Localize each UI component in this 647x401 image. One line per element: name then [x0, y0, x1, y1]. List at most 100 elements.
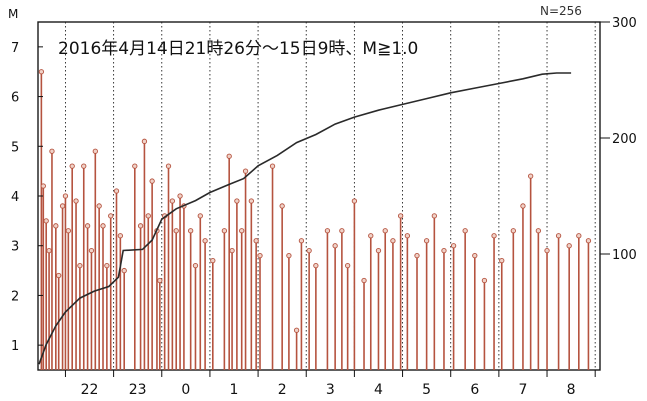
- magnitude-stem-head: [145, 213, 151, 219]
- magnitude-stem-head: [293, 327, 300, 333]
- magnitude-stem-head: [192, 262, 199, 269]
- magnitude-stem-head: [382, 228, 388, 234]
- magnitude-stem-head: [141, 138, 148, 144]
- x-tick-label: 3: [326, 382, 335, 397]
- magnitude-stem-head: [104, 262, 110, 269]
- magnitude-stem-head: [62, 193, 69, 199]
- magnitude-stem-head: [49, 148, 55, 154]
- magnitude-stem-head: [100, 223, 106, 229]
- magnitude-stem-head: [229, 248, 235, 254]
- magnitude-stem-head: [450, 243, 457, 249]
- magnitude-stem-head: [197, 213, 203, 219]
- magnitude-stem-head: [566, 243, 572, 249]
- x-tick-label: 2: [278, 382, 287, 397]
- magnitude-stem-head: [491, 233, 497, 239]
- plot-frame: [37, 21, 601, 371]
- magnitude-stem-head: [108, 213, 114, 219]
- y-tick-label: 5: [11, 140, 19, 155]
- magnitude-stem-head: [226, 153, 232, 159]
- magnitude-stem-head: [169, 198, 176, 204]
- magnitude-stem-head: [121, 267, 127, 274]
- x-tick-label: 22: [81, 382, 99, 397]
- magnitude-stem-head: [88, 248, 95, 254]
- magnitude-stem-head: [499, 257, 505, 264]
- magnitude-stem-head: [298, 238, 305, 244]
- magnitude-stem-head: [339, 228, 345, 234]
- magnitude-stem-head: [157, 277, 163, 284]
- x-tick-label: 0: [181, 382, 190, 397]
- magnitude-stem-head: [242, 168, 249, 174]
- magnitude-stem-head: [375, 248, 382, 254]
- magnitude-stem-head: [313, 262, 319, 269]
- magnitude-stem-head: [96, 203, 102, 209]
- magnitude-stem-head: [269, 163, 276, 169]
- magnitude-stem-head: [544, 248, 550, 254]
- y-axis-label: M: [8, 7, 18, 21]
- magnitude-stem-head: [177, 193, 183, 199]
- y-tick-label: 7: [11, 41, 19, 56]
- magnitude-stem-head: [368, 233, 374, 239]
- magnitude-stem-head: [65, 228, 71, 234]
- magnitude-stem-head: [576, 233, 582, 239]
- magnitude-stem-head: [324, 228, 331, 234]
- magnitude-stem-head: [84, 223, 91, 229]
- magnitude-stem-head: [286, 253, 292, 259]
- magnitude-stem-head: [390, 238, 396, 244]
- x-tick-label: 23: [129, 382, 147, 397]
- magnitude-stem-head: [38, 69, 45, 75]
- cumulative-count-line: [38, 72, 572, 365]
- magnitude-stem-head: [441, 248, 447, 254]
- magnitude-stem-head: [53, 223, 59, 229]
- x-tick-label: 8: [567, 382, 576, 397]
- magnitude-stem-head: [69, 163, 75, 169]
- magnitude-stem-head: [528, 173, 534, 179]
- magnitude-stem-head: [481, 277, 488, 284]
- y-tick-label: 3: [11, 240, 19, 255]
- x-tick-label: 6: [470, 382, 479, 397]
- magnitude-stem-head: [210, 257, 216, 264]
- magnitude-stem-head: [248, 198, 254, 204]
- y2-tick-label: 200: [612, 132, 637, 147]
- magnitude-stem-head: [77, 262, 83, 269]
- x-tick-label: 5: [422, 382, 431, 397]
- y-tick-label: 6: [11, 91, 19, 106]
- magnitude-stem-head: [462, 228, 468, 234]
- magnitude-stem-head: [520, 203, 526, 209]
- magnitude-stem-head: [137, 223, 144, 229]
- chart-title: 2016年4月14日21時26分〜15日9時、M≧1.0: [58, 39, 418, 59]
- magnitude-stem-head: [361, 277, 367, 284]
- magnitude-stem-head: [253, 238, 259, 244]
- magnitude-stem-head: [332, 243, 338, 249]
- magnitude-stem-head: [306, 248, 312, 254]
- magnitude-stem-head: [239, 228, 245, 234]
- magnitude-stem-head: [414, 253, 420, 259]
- magnitude-stem-head: [173, 228, 179, 234]
- magnitude-stem-head: [81, 163, 87, 169]
- magnitude-stem-head: [472, 253, 478, 259]
- magnitude-stem-head: [113, 188, 120, 194]
- magnitude-stem-head: [221, 228, 228, 234]
- magnitude-stem-head: [46, 248, 52, 254]
- magnitude-stem-head: [188, 228, 194, 234]
- magnitude-stem-head: [234, 198, 240, 204]
- magnitude-stem-head: [555, 233, 562, 239]
- magnitude-stem-head: [56, 272, 62, 279]
- x-tick-label: 4: [374, 382, 383, 397]
- magnitude-stem-head: [257, 253, 263, 259]
- y-tick-label: 2: [11, 289, 19, 304]
- y2-tick-label: 100: [612, 248, 637, 263]
- magnitude-stem-head: [351, 198, 358, 204]
- x-tick-label: 1: [230, 382, 239, 397]
- magnitude-stem-head: [431, 213, 437, 219]
- event-count-label: N=256: [540, 4, 582, 18]
- magnitude-stem-head: [345, 262, 351, 269]
- magnitude-stem-head: [40, 183, 46, 189]
- magnitude-stem-head: [279, 203, 285, 209]
- magnitude-stem-head: [404, 233, 411, 239]
- magnitude-stem-head: [43, 218, 49, 224]
- magnitude-stem-head: [510, 228, 516, 234]
- magnitude-stem-head: [132, 163, 138, 169]
- magnitude-stem-head: [535, 228, 542, 234]
- magnitude-stem-head: [202, 238, 208, 244]
